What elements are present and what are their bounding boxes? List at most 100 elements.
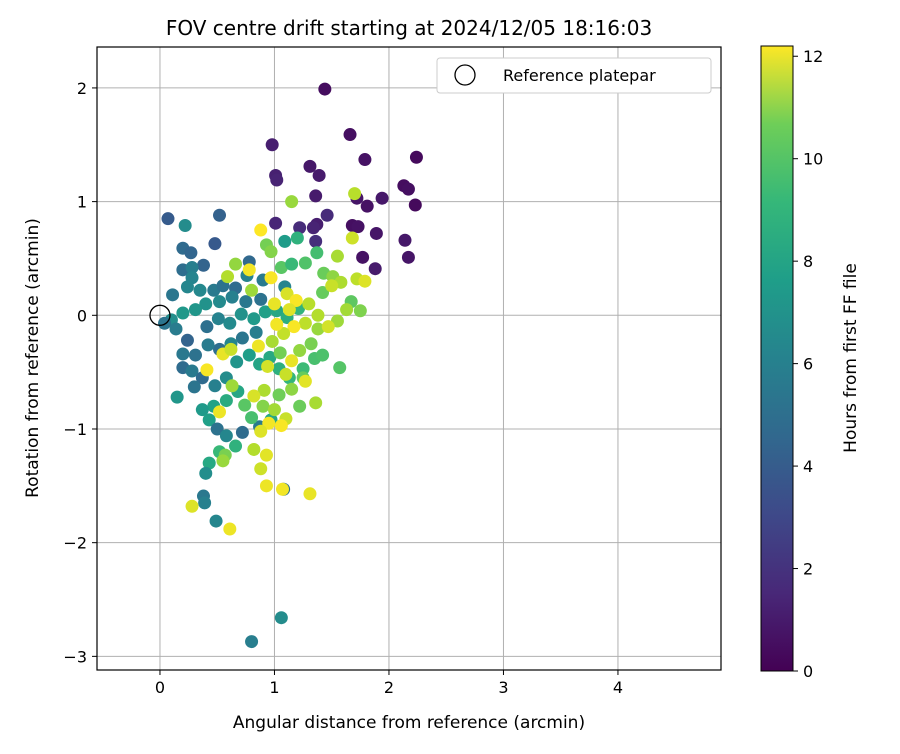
data-point — [225, 379, 239, 393]
data-point — [267, 403, 281, 417]
legend: Reference platepar — [436, 57, 712, 94]
data-point — [254, 462, 268, 476]
data-point — [298, 374, 312, 388]
colorbar-tick-label: 12 — [803, 47, 823, 66]
colorbar-tick-label: 6 — [803, 355, 813, 374]
plot-frame — [96, 46, 722, 671]
data-point — [230, 355, 244, 369]
data-point — [274, 261, 288, 275]
data-point — [219, 429, 233, 443]
data-point — [309, 396, 323, 410]
data-point — [180, 280, 194, 294]
data-point — [285, 195, 299, 209]
y-tick-label: −1 — [63, 420, 87, 439]
y-tick-label: 0 — [77, 306, 87, 325]
data-point — [358, 274, 372, 288]
data-point — [278, 234, 292, 248]
data-point — [158, 316, 172, 330]
data-point — [210, 422, 224, 436]
data-point — [298, 316, 312, 330]
legend-label: Reference platepar — [503, 66, 656, 85]
data-point — [277, 326, 291, 340]
data-point — [340, 303, 354, 317]
data-point — [184, 246, 198, 260]
data-point — [343, 128, 357, 142]
data-point — [401, 182, 415, 196]
data-point — [272, 388, 286, 402]
data-point — [208, 379, 222, 393]
data-point — [201, 338, 215, 352]
y-tick-label: −2 — [63, 534, 87, 553]
legend-open-circle-icon — [454, 64, 476, 86]
data-point — [333, 361, 347, 375]
data-point — [208, 237, 222, 251]
data-point — [348, 187, 362, 201]
data-point — [219, 394, 233, 408]
data-point — [360, 199, 374, 213]
data-point — [358, 153, 372, 167]
data-point — [224, 342, 238, 356]
data-point — [289, 294, 303, 308]
colorbar: 0 2 4 6 8 10 12 Hours from first FF file — [760, 45, 861, 681]
data-point — [235, 331, 249, 345]
data-point — [267, 297, 281, 311]
data-point — [216, 454, 230, 468]
data-point — [229, 439, 243, 453]
data-point — [223, 316, 237, 330]
data-point — [185, 499, 199, 513]
colorbar-tick-label: 0 — [803, 662, 813, 681]
data-point — [306, 221, 320, 235]
data-point — [170, 390, 184, 404]
data-point — [225, 290, 239, 304]
data-point — [247, 442, 261, 456]
data-point — [213, 208, 227, 222]
data-point — [351, 220, 365, 234]
data-point — [311, 308, 325, 322]
data-point — [223, 522, 237, 536]
data-point — [258, 305, 272, 319]
data-point — [239, 295, 253, 309]
data-point — [188, 348, 202, 362]
data-point — [368, 262, 382, 276]
data-point — [202, 456, 216, 470]
data-point — [176, 306, 190, 320]
data-point — [320, 208, 334, 222]
data-point — [309, 189, 323, 203]
data-point — [285, 257, 299, 271]
x-axis-label: Angular distance from reference (arcmin) — [233, 713, 585, 733]
data-point — [293, 344, 307, 358]
data-point — [409, 150, 423, 164]
data-point — [254, 292, 268, 306]
data-point — [316, 348, 330, 362]
data-point — [259, 479, 273, 493]
colorbar-tick-label: 2 — [803, 560, 813, 579]
data-point — [264, 245, 278, 259]
data-point — [234, 307, 248, 321]
data-point — [193, 283, 207, 297]
data-point — [257, 383, 271, 397]
data-point — [229, 257, 243, 271]
data-point — [245, 283, 259, 297]
data-point — [321, 320, 335, 334]
x-tick-label: 0 — [155, 678, 165, 697]
data-point — [196, 258, 210, 272]
data-point — [176, 347, 190, 361]
data-point — [180, 333, 194, 347]
data-point — [345, 231, 359, 245]
data-point — [325, 279, 339, 293]
data-point — [209, 514, 223, 528]
data-point — [202, 413, 216, 427]
x-axis-ticks: 0 1 2 3 4 — [155, 670, 623, 697]
data-point — [211, 312, 225, 326]
data-point — [166, 288, 180, 302]
y-axis-ticks: −3 −2 −1 0 1 2 — [63, 79, 97, 666]
data-point — [199, 466, 213, 480]
data-point — [273, 346, 287, 360]
data-point — [249, 325, 263, 339]
data-point — [275, 482, 289, 496]
data-point — [290, 231, 304, 245]
data-point — [200, 320, 214, 334]
data-point — [213, 405, 227, 419]
data-point — [185, 364, 199, 378]
